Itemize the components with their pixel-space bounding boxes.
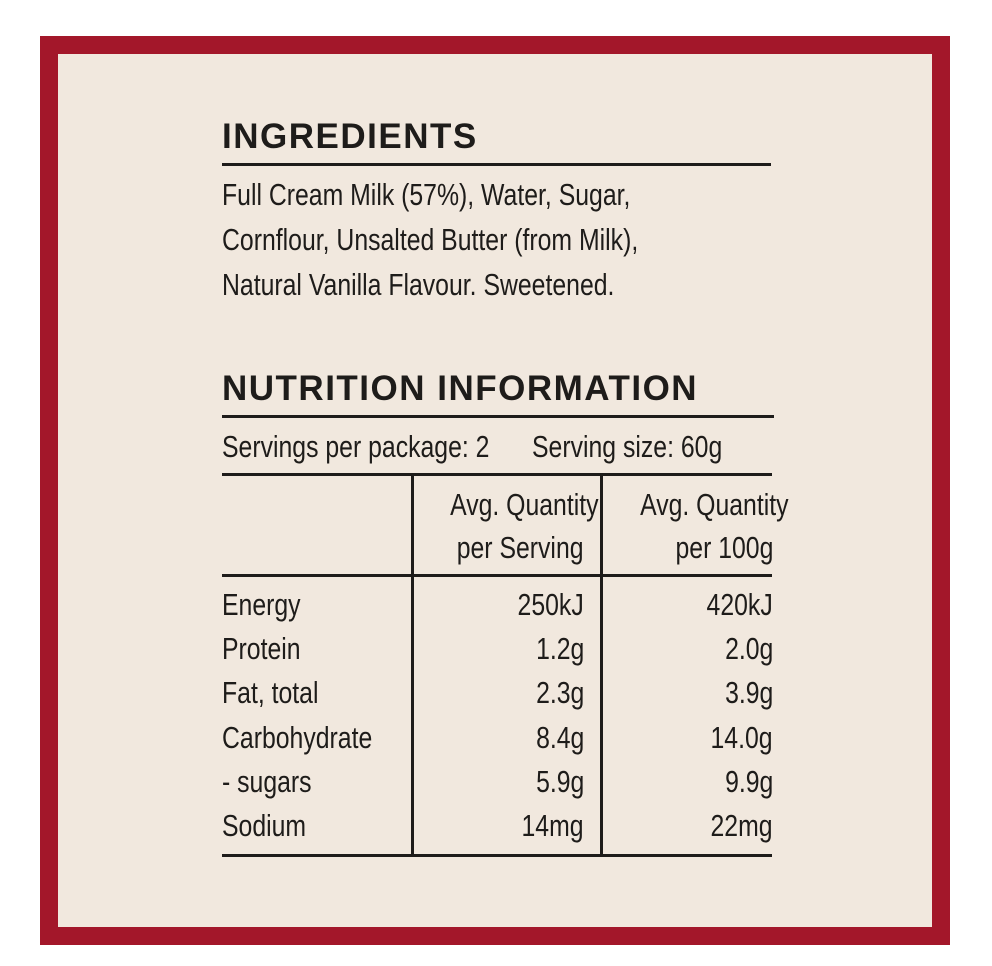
row-per-100g: 9.9g [724,763,773,799]
serving-size: Serving size: 60g [532,429,723,464]
ingredients-line: Natural Vanilla Flavour. Sweetened. [222,267,615,302]
row-per-serving: 5.9g [535,763,584,799]
divider [222,163,771,166]
row-per-serving: 1.2g [535,631,584,667]
row-per-serving: 14mg [521,808,584,843]
ingredients-heading: INGREDIENTS [222,117,478,156]
column-header-per-serving: per Serving [457,530,584,565]
row-per-100g: 22mg [710,808,773,843]
row-per-serving: 2.3g [535,675,584,711]
nutrition-heading: NUTRITION INFORMATION [222,369,699,408]
row-per-serving: 8.4g [535,719,584,755]
row-label: Carbohydrate [222,719,373,755]
ingredients-line: Cornflour, Unsalted Butter (from Milk), [222,222,639,257]
divider [222,415,774,418]
row-label: Protein [222,631,301,667]
row-label: Sodium [222,808,307,843]
column-header-per-serving: Avg. Quantity [450,487,599,522]
label-frame [40,36,950,945]
row-per-100g: 420kJ [706,587,773,622]
row-label: Fat, total [222,675,319,711]
ingredients-line: Full Cream Milk (57%), Water, Sugar, [222,177,631,212]
column-divider [600,473,603,857]
row-per-100g: 14.0g [710,719,773,755]
row-per-serving: 250kJ [517,587,584,622]
table-header-line [222,574,772,577]
table-top-line [222,473,772,476]
row-label: - sugars [222,763,312,799]
row-per-100g: 2.0g [724,631,773,667]
column-header-per-100g: per 100g [675,530,773,565]
row-label: Energy [222,587,301,622]
column-divider [411,473,414,857]
column-header-per-100g: Avg. Quantity [640,487,789,522]
table-bottom-line [222,854,772,857]
servings-per-package: Servings per package: 2 [222,429,490,464]
row-per-100g: 3.9g [724,675,773,711]
